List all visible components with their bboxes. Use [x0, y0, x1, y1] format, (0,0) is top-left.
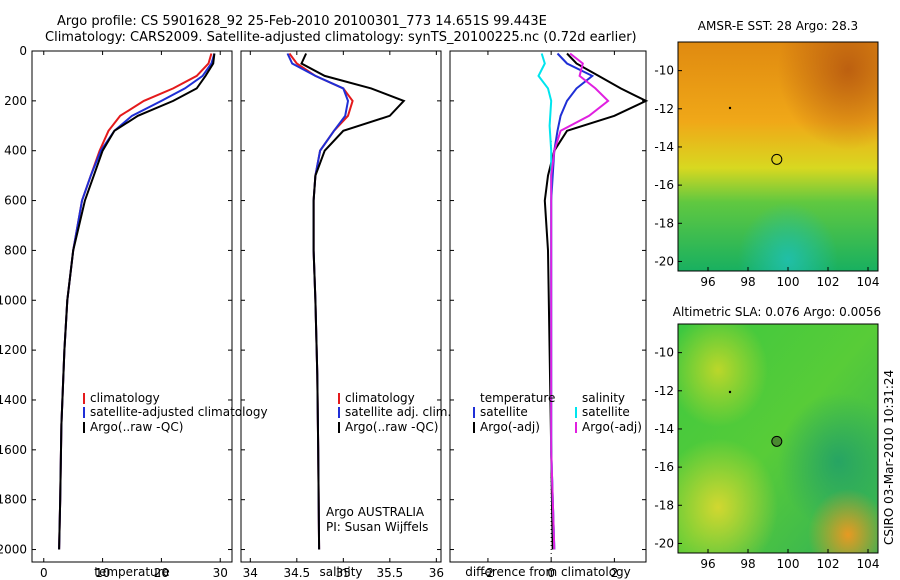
xtick-label: 10 [95, 566, 110, 580]
ytick-label: 1200 [0, 343, 27, 357]
map-ytick-label: -10 [654, 346, 674, 360]
series-line-argo-raw-qc- [300, 53, 406, 550]
map-ytick-label: -16 [654, 460, 674, 474]
legend-label: satellite [582, 405, 630, 419]
xtick-label: 0 [40, 566, 48, 580]
map-ytick-label: -20 [654, 254, 674, 268]
xaxis-label: temperature [94, 565, 169, 579]
legend-label: Argo(-adj) [480, 420, 540, 434]
map-xtick-label: 98 [740, 275, 755, 289]
map-xtick-label: 96 [700, 275, 715, 289]
sla-argo-marker [771, 435, 783, 447]
map-xtick-label: 100 [777, 557, 800, 571]
legend-label: Argo(..raw -QC) [90, 420, 183, 434]
sst-map-title: AMSR-E SST: 28 Argo: 28.3 [698, 19, 858, 33]
ytick-label: 400 [4, 144, 27, 158]
sst-cool-patch [678, 42, 878, 271]
sla-map-title: Altimetric SLA: 0.076 Argo: 0.0056 [673, 305, 881, 319]
xtick-label: 30 [213, 566, 228, 580]
legend-label: climatology [345, 391, 415, 405]
xaxis-label: difference from climatology [465, 565, 631, 579]
ytick-label: 1800 [0, 493, 27, 507]
ytick-label: 800 [4, 243, 27, 257]
sst-track-dot [728, 106, 732, 110]
legend-heading: temperature [480, 391, 555, 405]
xtick-label: 2 [611, 566, 619, 580]
annotation-pi: PI: Susan Wijffels [326, 520, 428, 534]
xtick-label: 35 [336, 566, 351, 580]
xtick-label: 36 [429, 566, 444, 580]
xaxis-label: salinity [319, 565, 362, 579]
annotation-argo-australia: Argo AUSTRALIA [326, 505, 425, 519]
legend-label: satellite adj. clim. [345, 405, 451, 419]
xtick-label: 0 [547, 566, 555, 580]
map-ytick-label: -14 [654, 422, 674, 436]
panel-frame-2 [240, 50, 442, 563]
xtick-label: 34.5 [283, 566, 310, 580]
legend-heading: salinity [582, 391, 625, 405]
chart-title-line1: Argo profile: CS 5901628_92 25-Feb-2010 … [57, 14, 547, 29]
map-xtick-label: 104 [857, 557, 880, 571]
series-line-argo-adj- [550, 52, 610, 550]
panel-frame-3 [449, 50, 647, 563]
map-xtick-label: 102 [817, 557, 840, 571]
map-xtick-label: 104 [857, 275, 880, 289]
ytick-label: 600 [4, 194, 27, 208]
xtick-label: 35.5 [376, 566, 403, 580]
series-line-argo-raw-qc- [58, 53, 216, 550]
map-xtick-label: 100 [777, 275, 800, 289]
map-xtick-label: 98 [740, 557, 755, 571]
map-ytick-label: -12 [654, 102, 674, 116]
series-line-argo-adj- [543, 52, 649, 550]
map-ytick-label: -18 [654, 498, 674, 512]
sla-map: Altimetric SLA: 0.076 Argo: 0.0056 [673, 305, 881, 554]
chart-title-line2: Climatology: CARS2009. Satellite-adjuste… [45, 30, 637, 45]
legend-label: climatology [90, 391, 160, 405]
map-xtick-label: 102 [817, 275, 840, 289]
panel-frame-1 [31, 50, 233, 563]
map-xtick-label: 96 [700, 557, 715, 571]
sst-map: AMSR-E SST: 28 Argo: 28.3 [677, 19, 879, 272]
legend-label: Argo(..raw -QC) [345, 420, 438, 434]
ytick-label: 1600 [0, 443, 27, 457]
sst-map-frame [677, 41, 879, 272]
series-line-climatology [58, 53, 213, 550]
ytick-label: 0 [19, 44, 27, 58]
ytick-label: 1400 [0, 393, 27, 407]
map-ytick-label: -14 [654, 140, 674, 154]
map-ytick-label: -18 [654, 216, 674, 230]
legend-label: satellite-adjusted climatology [90, 405, 268, 419]
sst-argo-marker [771, 153, 783, 165]
legend-label: Argo(-adj) [582, 420, 642, 434]
map-ytick-label: -10 [654, 64, 674, 78]
xtick-label: -2 [482, 566, 494, 580]
ytick-label: 200 [4, 94, 27, 108]
sla-track-dot [728, 390, 732, 394]
map-ytick-label: -12 [654, 384, 674, 398]
series-line-climatology [288, 52, 354, 550]
sla-map-frame [677, 323, 879, 554]
xtick-label: 20 [154, 566, 169, 580]
csiro-timestamp: CSIRO 03-Mar-2010 10:31:24 [882, 370, 896, 545]
map-ytick-label: -20 [654, 536, 674, 550]
series-line-satellite-adjusted-climatology [58, 53, 216, 550]
series-line-satellite [550, 52, 595, 550]
ytick-label: 2000 [0, 543, 27, 557]
legend-label: satellite [480, 405, 528, 419]
map-ytick-label: -16 [654, 178, 674, 192]
ytick-label: 1000 [0, 293, 27, 307]
xtick-label: 34 [243, 566, 258, 580]
